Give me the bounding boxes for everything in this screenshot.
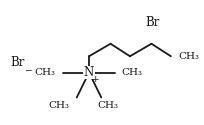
Text: Br: Br [10, 56, 24, 69]
Text: +: + [91, 75, 99, 84]
Text: CH₃: CH₃ [121, 68, 142, 77]
Text: CH₃: CH₃ [97, 101, 118, 110]
Text: −: − [24, 65, 31, 74]
Text: CH₃: CH₃ [48, 101, 69, 110]
Text: CH₃: CH₃ [177, 52, 198, 61]
Text: N: N [83, 66, 94, 79]
Text: Br: Br [145, 16, 159, 29]
Text: CH₃: CH₃ [34, 68, 55, 77]
